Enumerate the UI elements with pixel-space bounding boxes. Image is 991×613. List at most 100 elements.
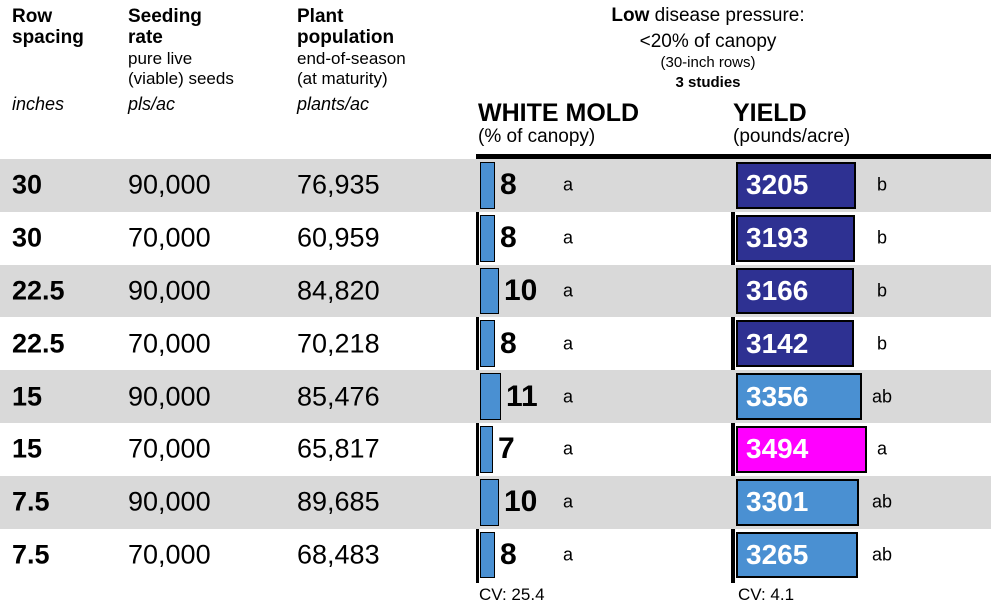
unit-plant-population: plants/ac — [297, 94, 370, 114]
col-subtitle: end-of-season (at maturity) — [297, 48, 406, 88]
white-mold-group-letter: a — [562, 438, 573, 459]
white-mold-cv: CV: 25.4 — [479, 585, 545, 604]
white-mold-group-letter: a — [562, 333, 573, 354]
white-mold-value: 7 — [498, 432, 515, 466]
seeding-rate-value: 90,000 — [128, 486, 211, 517]
white-mold-group-letter: a — [562, 227, 573, 248]
white-mold-value: 10 — [504, 485, 538, 519]
plant-population-value: 70,218 — [297, 328, 380, 359]
white-mold-value: 10 — [504, 273, 538, 307]
col-title: Plant population — [297, 6, 395, 49]
yield-group-letter: b — [876, 333, 887, 354]
white-mold-bar — [480, 531, 495, 579]
white-mold-group-letter: a — [562, 174, 573, 195]
unit-seeding-rate: pls/ac — [128, 94, 176, 114]
yield-bar: 3494 — [736, 425, 867, 473]
white-mold-bar — [480, 373, 501, 420]
plant-population-value: 89,685 — [297, 486, 380, 517]
yield-group-letter: b — [876, 280, 887, 301]
condition-title-rest: disease pressure: — [649, 5, 805, 26]
white-mold-group-letter: a — [562, 386, 573, 407]
seeding-rate-value: 90,000 — [128, 169, 211, 200]
yield-group-letter: a — [876, 438, 887, 459]
yield-bar: 3356 — [736, 373, 862, 420]
plant-population-value: 76,935 — [297, 169, 380, 200]
yield-bar: 3166 — [736, 267, 854, 315]
row-spacing-value: 30 — [12, 222, 43, 253]
col-title: Row spacing — [12, 6, 84, 49]
row-spacing-value: 22.5 — [12, 328, 65, 359]
seeding-rate-value: 90,000 — [128, 275, 211, 306]
white-mold-bar — [480, 267, 499, 315]
row-spacing-value: 7.5 — [12, 539, 50, 570]
row-spacing-value: 7.5 — [12, 486, 50, 517]
white-mold-value: 8 — [500, 326, 517, 360]
white-mold-bar — [480, 320, 495, 368]
unit-row-spacing: inches — [12, 94, 65, 114]
plant-population-value: 60,959 — [297, 222, 380, 253]
row-spacing-value: 30 — [12, 169, 43, 200]
yield-group-letter: ab — [871, 386, 893, 407]
table-row: 15 90,000 85,476 11 a 3356 ab — [0, 370, 991, 423]
plant-population-value: 84,820 — [297, 275, 380, 306]
yield-bar: 3265 — [736, 531, 858, 579]
seeding-rate-value: 70,000 — [128, 433, 211, 464]
col-header-plant-population: Plant population end-of-season (at matur… — [297, 6, 406, 89]
yield-bar: 3142 — [736, 320, 854, 368]
white-mold-bar — [480, 478, 499, 526]
yield-title: YIELD — [733, 99, 807, 127]
row-spacing-value: 22.5 — [12, 275, 65, 306]
white-mold-bar — [480, 214, 495, 262]
seeding-rate-value: 90,000 — [128, 381, 211, 412]
yield-header: YIELD (pounds/acre) — [733, 101, 850, 148]
seeding-rate-value: 70,000 — [128, 539, 211, 570]
col-header-seeding-rate: Seeding rate pure live (viable) seeds — [128, 6, 234, 89]
table-row: 22.5 90,000 84,820 10 a 3166 b — [0, 264, 991, 318]
plant-population-value: 65,817 — [297, 433, 380, 464]
col-subtitle: pure live (viable) seeds — [128, 48, 234, 88]
white-mold-bar — [480, 162, 495, 209]
condition-canopy: <20% of canopy — [639, 31, 777, 52]
white-mold-group-letter: a — [562, 544, 573, 565]
white-mold-header: WHITE MOLD (% of canopy) — [478, 101, 639, 148]
yield-cv: CV: 4.1 — [738, 585, 795, 604]
yield-bar: 3193 — [736, 214, 855, 262]
row-spacing-value: 15 — [12, 381, 43, 412]
condition-emphasis: Low — [611, 5, 650, 26]
seeding-rate-value: 70,000 — [128, 222, 211, 253]
white-mold-title: WHITE MOLD — [478, 99, 640, 127]
white-mold-subtitle: (% of canopy) — [478, 126, 596, 147]
white-mold-value: 11 — [506, 379, 538, 413]
row-spacing-value: 15 — [12, 433, 43, 464]
white-mold-value: 8 — [500, 221, 517, 255]
plant-population-value: 68,483 — [297, 539, 380, 570]
yield-group-letter: ab — [871, 491, 893, 512]
seeding-rate-value: 70,000 — [128, 328, 211, 359]
table-row: 22.5 70,000 70,218 8 a 3142 b — [0, 317, 991, 370]
table-row: 7.5 70,000 68,483 8 a 3265 ab — [0, 529, 991, 582]
yield-group-letter: b — [876, 227, 887, 248]
white-mold-bar — [480, 425, 493, 473]
white-mold-group-letter: a — [562, 491, 573, 512]
white-mold-value: 8 — [500, 537, 517, 571]
yield-group-letter: b — [876, 174, 887, 195]
white-mold-value: 8 — [500, 168, 517, 202]
col-title: Seeding rate — [128, 6, 202, 49]
yield-group-letter: ab — [871, 544, 893, 565]
table-row: 30 90,000 76,935 8 a 3205 b — [0, 159, 991, 212]
yield-bar: 3205 — [736, 162, 856, 209]
yield-bar: 3301 — [736, 478, 859, 526]
col-header-row-spacing: Row spacing — [12, 6, 84, 49]
plant-population-value: 85,476 — [297, 381, 380, 412]
condition-block: Low disease pressure: <20% of canopy (30… — [478, 5, 938, 91]
condition-studies: 3 studies — [675, 74, 741, 91]
condition-rows: (30-inch rows) — [660, 54, 756, 71]
header-rule-line — [476, 154, 991, 159]
condition-title: Low disease pressure: — [478, 5, 938, 27]
table-row: 7.5 90,000 89,685 10 a 3301 ab — [0, 475, 991, 529]
white-mold-group-letter: a — [562, 280, 573, 301]
table-row: 30 70,000 60,959 8 a 3193 b — [0, 212, 991, 265]
table-row: 15 70,000 65,817 7 a 3494 a — [0, 423, 991, 476]
yield-subtitle: (pounds/acre) — [733, 126, 851, 147]
